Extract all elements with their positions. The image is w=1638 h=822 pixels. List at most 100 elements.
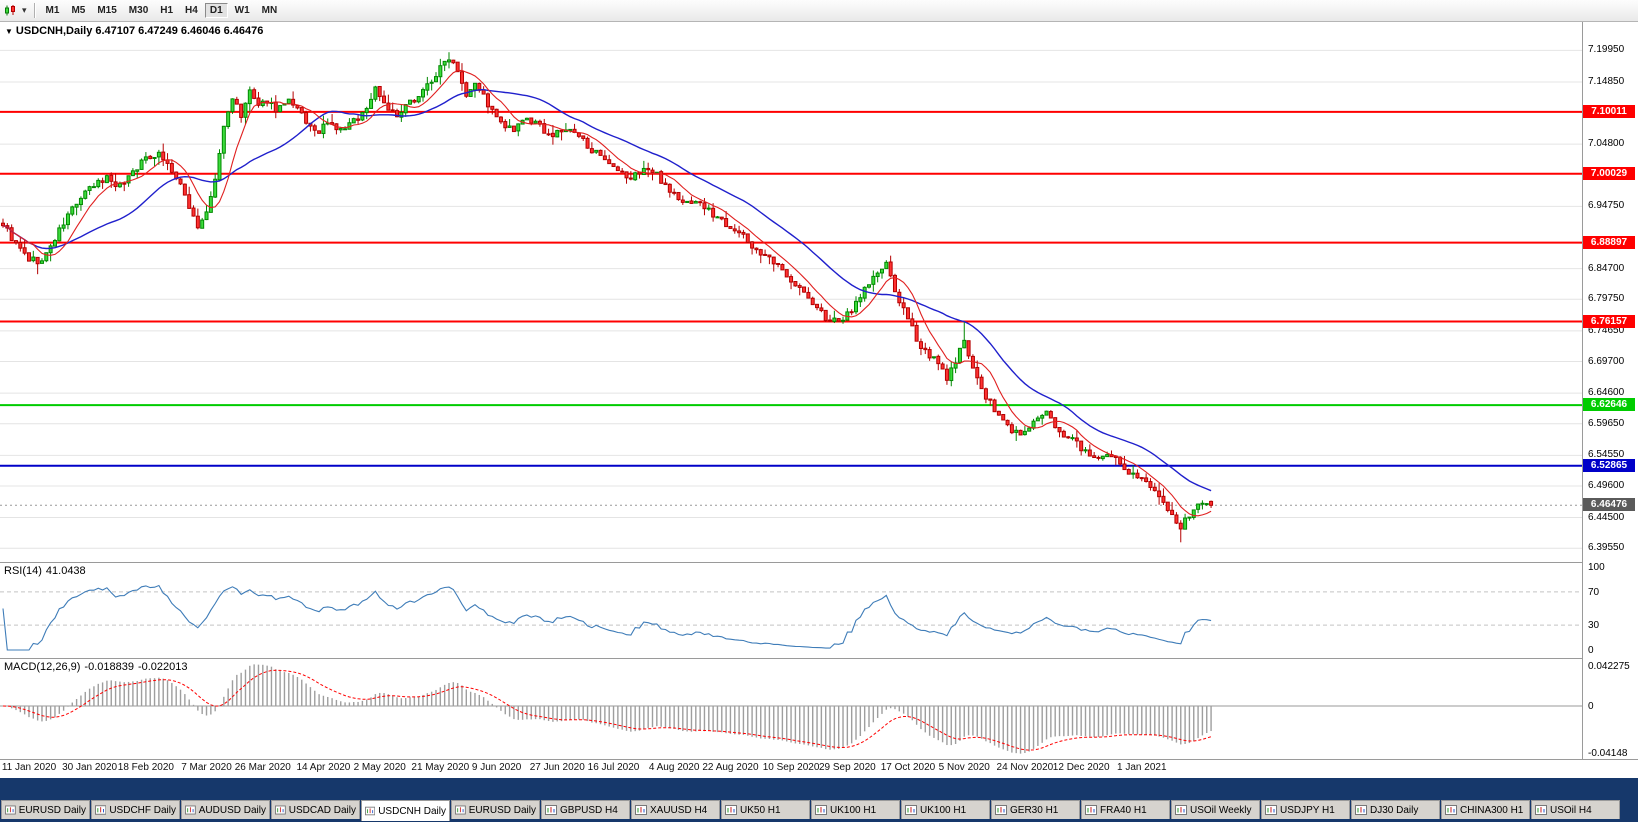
- level-price-tag[interactable]: 6.62646: [1583, 398, 1635, 412]
- candlestick-chart-icon[interactable]: [4, 4, 19, 17]
- tab-chart-icon: [635, 805, 647, 815]
- chart-tab-xauusd-h4[interactable]: XAUUSD H4: [631, 800, 720, 819]
- price-axis-label: 6.64600: [1588, 387, 1625, 399]
- chart-tab-label: USDCNH Daily: [378, 805, 446, 817]
- chart-tab-ger30-h1[interactable]: GER30 H1: [991, 800, 1080, 819]
- date-label: 29 Sep 2020: [818, 762, 876, 773]
- tab-chart-icon: [5, 805, 16, 815]
- timeframe-button-mn[interactable]: MN: [261, 5, 278, 16]
- timeframe-button-m15[interactable]: M15: [97, 5, 117, 16]
- date-label: 7 Mar 2020: [181, 762, 232, 773]
- chart-tab-usdcnh-daily[interactable]: USDCNH Daily: [361, 800, 450, 821]
- level-price-tag[interactable]: 6.76157: [1583, 314, 1635, 328]
- collapse-icon[interactable]: ▼: [5, 27, 13, 36]
- tab-chart-icon: [725, 805, 737, 815]
- chart-tab-uk100-h1[interactable]: UK100 H1: [811, 800, 900, 819]
- chart-tab-label: UK100 H1: [830, 804, 877, 816]
- price-axis-label: 6.44500: [1588, 511, 1625, 523]
- price-axis-label: 6.94750: [1588, 200, 1625, 212]
- chart-tab-label: USDJPY H1: [1280, 804, 1335, 816]
- price-axis-label: 7.19950: [1588, 44, 1625, 56]
- ohlc-low: 6.46046: [180, 25, 221, 37]
- chart-tab-eurusd-daily[interactable]: EURUSD Daily: [1, 800, 90, 819]
- price-axis-label: 6.49600: [1588, 479, 1625, 491]
- date-label: 4 Aug 2020: [648, 762, 700, 773]
- current-price-tag: 6.46476: [1583, 498, 1635, 512]
- timeframe-button-m5[interactable]: M5: [71, 5, 86, 16]
- date-label: 27 Jun 2020: [529, 762, 585, 773]
- chart-tab-usdjpy-h1[interactable]: USDJPY H1: [1261, 800, 1350, 819]
- pane-separator[interactable]: [0, 562, 1638, 563]
- macd-axis-zero-label: 0: [1588, 701, 1594, 713]
- chart-tab-audusd-daily[interactable]: AUDUSD Daily: [181, 800, 270, 819]
- timeframe-button-m1[interactable]: M1: [45, 5, 60, 16]
- symbol-ohlc-line: ▼ USDCNH,Daily 6.47107 6.47249 6.46046 6.4647…: [5, 25, 266, 37]
- chart-tab-label: USOil Weekly: [1190, 804, 1252, 816]
- chart-tab-usdchf-daily[interactable]: USDCHF Daily: [91, 800, 180, 819]
- date-label: 11 Jan 2020: [1, 762, 57, 773]
- tab-chart-icon: [1445, 805, 1457, 815]
- chart-tab-uk100-h1[interactable]: UK100 H1: [901, 800, 990, 819]
- date-label: 1 Jan 2021: [1117, 762, 1167, 773]
- chart-tab-fra40-h1[interactable]: FRA40 H1: [1081, 800, 1170, 819]
- pane-separator[interactable]: [0, 759, 1638, 760]
- timeframe-button-h4[interactable]: H4: [185, 5, 198, 16]
- chart-tabs-row: EURUSD Daily USDCHF Daily AUDUSD Daily USDC…: [1, 800, 1621, 821]
- chart-tab-bar: EURUSD Daily USDCHF Daily AUDUSD Daily USDC…: [0, 778, 1638, 822]
- date-label: 2 May 2020: [353, 762, 406, 773]
- chart-tab-eurusd-daily[interactable]: EURUSD Daily: [451, 800, 540, 819]
- chart-tab-label: EURUSD Daily: [468, 804, 536, 816]
- level-price-tag[interactable]: 7.10011: [1583, 104, 1635, 118]
- time-axis[interactable]: 11 Jan 2020 30 Jan 2020 18 Feb 2020 7 Mar 2…: [0, 760, 1638, 778]
- rsi-axis-label: 70: [1588, 586, 1600, 598]
- price-axis-label: 6.54550: [1588, 449, 1625, 461]
- timeframe-button-w1[interactable]: W1: [234, 5, 250, 16]
- price-axis-label: 6.84700: [1588, 262, 1625, 274]
- tab-chart-icon: [1535, 805, 1547, 815]
- date-label: 9 Jun 2020: [471, 762, 522, 773]
- rsi-axis-label: 0: [1588, 645, 1594, 656]
- timeframe-button-m30[interactable]: M30: [128, 5, 149, 16]
- level-price-tag[interactable]: 6.88897: [1583, 235, 1635, 249]
- chart-tab-dj30-daily[interactable]: DJ30 Daily: [1351, 800, 1440, 819]
- rsi-label: RSI(14) 41.0438: [4, 565, 86, 577]
- ohlc-close: 6.46476: [223, 25, 264, 37]
- chart-tab-uk50-h1[interactable]: UK50 H1: [721, 800, 810, 819]
- macd-histogram: [6, 664, 1212, 754]
- timeframe-button-h1[interactable]: H1: [160, 5, 174, 16]
- chart-tab-usoil-h4[interactable]: USOil H4: [1531, 800, 1620, 819]
- date-label: 30 Jan 2020: [62, 762, 118, 773]
- price-axis[interactable]: 7.19950 7.14850 7.04800 6.94750 6.84700 6.797…: [1582, 22, 1638, 759]
- ohlc-high: 6.47249: [138, 25, 178, 37]
- ohlc-open: 6.47107: [95, 25, 136, 37]
- macd-signal-line: [2, 669, 1212, 751]
- rsi-axis-label: 30: [1588, 620, 1600, 632]
- pane-separator[interactable]: [0, 658, 1638, 659]
- toolbar: ▾ M1 M5 M15 M30 H1 H4 D1 W1 MN: [0, 0, 1638, 22]
- rsi-pane[interactable]: RSI(14) 41.0438: [0, 563, 1582, 658]
- macd-pane[interactable]: MACD(12,26,9) -0.018839 -0.022013: [0, 659, 1582, 759]
- chart-type-dropdown-caret[interactable]: ▾: [22, 5, 27, 15]
- symbol-label: USDCNH,Daily: [15, 25, 93, 37]
- tab-chart-icon: [905, 805, 917, 815]
- chart-tab-usoil-weekly[interactable]: USOil Weekly: [1171, 800, 1260, 819]
- tab-chart-icon: [545, 805, 557, 815]
- price-axis-label: 6.69700: [1588, 355, 1625, 367]
- level-price-tag[interactable]: 7.00029: [1583, 166, 1635, 180]
- chart-tab-china300-h1[interactable]: CHINA300 H1: [1441, 800, 1530, 819]
- tab-chart-icon: [815, 805, 827, 815]
- tab-chart-icon: [1085, 805, 1097, 815]
- tab-chart-icon: [365, 806, 376, 816]
- chart-tab-label: GER30 H1: [1010, 804, 1059, 816]
- date-label: 17 Oct 2020: [880, 762, 936, 773]
- timeframe-button-d1[interactable]: D1: [204, 3, 228, 18]
- chart-tab-usdcad-daily[interactable]: USDCAD Daily: [271, 800, 360, 819]
- date-label: 14 Apr 2020: [296, 762, 351, 773]
- price-chart-pane[interactable]: ▼ USDCNH,Daily 6.47107 6.47249 6.46046 6.4647…: [0, 22, 1582, 562]
- date-label: 18 Feb 2020: [117, 762, 174, 773]
- chart-tab-gbpusd-h4[interactable]: GBPUSD H4: [541, 800, 630, 819]
- date-label: 16 Jul 2020: [587, 762, 640, 773]
- price-axis-label: 6.59650: [1588, 417, 1625, 429]
- date-label: 24 Nov 2020: [996, 762, 1054, 773]
- level-price-tag[interactable]: 6.52865: [1583, 458, 1635, 472]
